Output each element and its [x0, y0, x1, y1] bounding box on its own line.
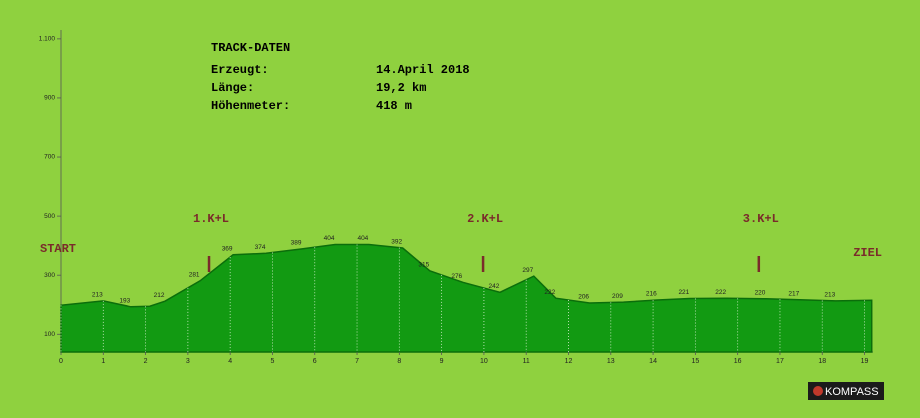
x-tick-label: 15: [691, 358, 699, 365]
track-data-value: 19,2 km: [376, 81, 426, 95]
value-label: 212: [154, 292, 165, 299]
value-label: 276: [451, 273, 462, 280]
value-label: 222: [544, 289, 555, 296]
y-tick-label: 900: [44, 95, 55, 102]
value-label: 216: [646, 291, 657, 298]
value-label: 213: [824, 292, 835, 299]
y-tick-label: 700: [44, 154, 55, 161]
x-tick-label: 16: [734, 358, 742, 365]
value-label: 389: [291, 240, 302, 247]
value-label: 374: [255, 244, 266, 251]
x-tick-label: 3: [186, 358, 190, 365]
value-label: 209: [612, 293, 623, 300]
x-tick-label: 14: [649, 358, 657, 365]
value-label: 242: [489, 283, 500, 290]
x-tick-label: 5: [271, 358, 275, 365]
value-label: 213: [92, 292, 103, 299]
logo: KOMPASS: [808, 382, 884, 400]
x-tick-label: 0: [59, 358, 63, 365]
end-label: ZIEL: [853, 246, 882, 260]
value-label: 220: [755, 290, 766, 297]
track-data-value: 418 m: [376, 99, 412, 113]
x-tick-label: 18: [818, 358, 826, 365]
x-tick-label: 7: [355, 358, 359, 365]
value-label: 392: [391, 239, 402, 246]
x-tick-label: 6: [313, 358, 317, 365]
x-tick-label: 8: [397, 358, 401, 365]
value-label: 315: [418, 261, 429, 268]
y-tick-label: 100: [44, 331, 55, 338]
x-tick-label: 4: [228, 358, 232, 365]
y-tick-label: 500: [44, 213, 55, 220]
x-tick-label: 2: [144, 358, 148, 365]
value-label: 404: [324, 235, 335, 242]
checkpoint-label: 2.K+L: [467, 212, 503, 226]
x-tick-label: 9: [440, 358, 444, 365]
x-tick-label: 1: [101, 358, 105, 365]
elevation-area: [60, 243, 873, 353]
value-label: 222: [715, 289, 726, 296]
x-tick-label: 11: [523, 358, 530, 365]
value-label: 404: [357, 235, 368, 242]
checkpoint-label: 3.K+L: [743, 212, 779, 226]
track-data-key: Erzeugt:: [211, 63, 269, 77]
value-label: 281: [189, 272, 200, 279]
value-label: 217: [788, 290, 799, 297]
value-label: 206: [578, 294, 589, 301]
value-label: 193: [119, 298, 130, 305]
start-label: START: [40, 242, 76, 256]
x-tick-label: 19: [861, 358, 869, 365]
y-tick-label: 1.100: [39, 36, 56, 43]
checkpoint-label: 1.K+L: [193, 212, 229, 226]
track-data-key: Höhenmeter:: [211, 99, 290, 113]
y-tick-label: 300: [44, 272, 55, 279]
value-label: 297: [522, 267, 533, 274]
value-label: 221: [678, 289, 689, 296]
value-label: 369: [222, 246, 233, 253]
x-tick-label: 12: [565, 358, 573, 365]
track-data-title: TRACK-DATEN: [211, 41, 290, 55]
logo-icon: [813, 386, 823, 396]
logo-text: KOMPASS: [825, 386, 879, 398]
x-tick-label: 17: [776, 358, 784, 365]
track-data-value: 14.April 2018: [376, 63, 470, 77]
x-tick-label: 10: [480, 358, 488, 365]
track-data-key: Länge:: [211, 81, 254, 95]
x-tick-label: 13: [607, 358, 615, 365]
logo-box: [808, 382, 884, 400]
